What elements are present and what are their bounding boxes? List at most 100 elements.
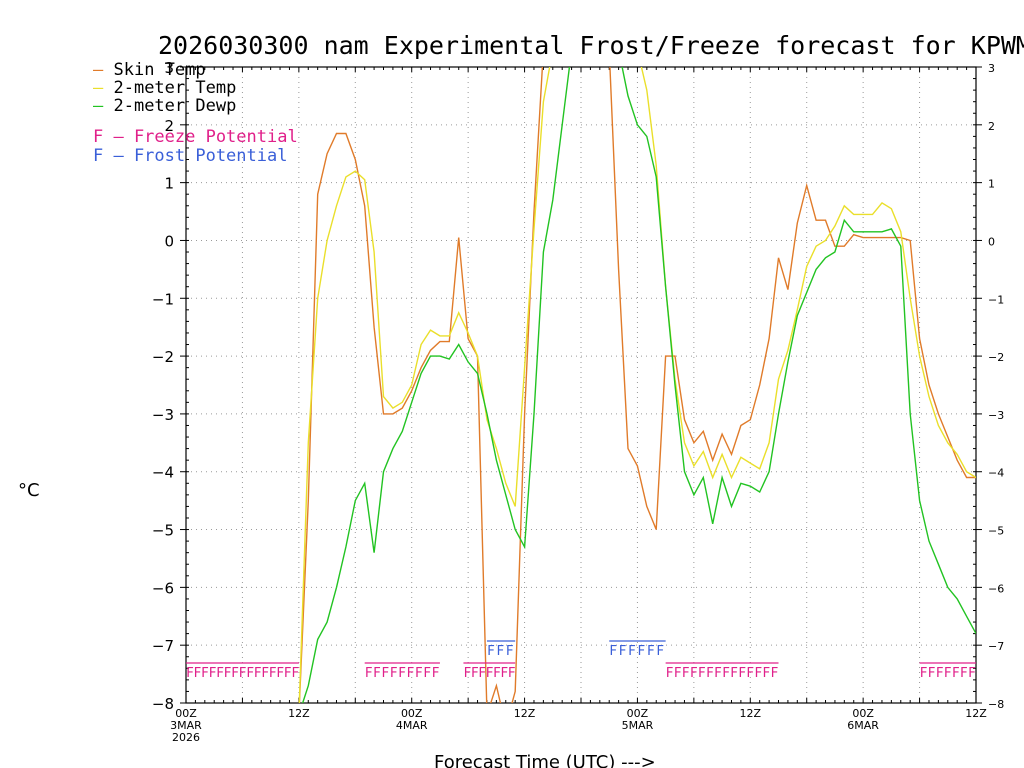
y-tick-label-right: −3 (988, 409, 1004, 422)
freeze-flag-letter: F (390, 666, 398, 681)
x-tick-label: 3MAR (170, 719, 202, 732)
x-axis-label: Forecast Time (UTC) ---> (434, 752, 656, 768)
x-tick-label: 00Z (175, 707, 197, 720)
x-tick-label: 5MAR (622, 719, 654, 732)
freeze-flag-letter: F (216, 666, 224, 681)
freeze-flag-letter: F (381, 666, 389, 681)
legend-frost-text: F – Frost Potential (93, 146, 287, 166)
y-axis-label: °C (18, 480, 40, 501)
freeze-flag-letter: F (666, 666, 674, 681)
y-tick-label-left: −5 (152, 522, 174, 540)
freeze-flag-letter: F (722, 666, 730, 681)
x-tick-label: 00Z (401, 707, 423, 720)
freeze-flag-letter: F (674, 666, 682, 681)
freeze-flag-letter: F (398, 666, 406, 681)
x-tick-label: 12Z (740, 707, 762, 720)
legend-frost-label: F – Frost Potential (93, 146, 287, 166)
freeze-flag-letter: F (269, 666, 277, 681)
legend-item: — 2-meter Dewp (93, 96, 236, 116)
legend-freeze-text: F – Freeze Potential (93, 127, 298, 147)
x-tick-label: 12Z (965, 707, 987, 720)
y-tick-label-left: −6 (152, 579, 174, 597)
freeze-flag-letter: F (194, 666, 202, 681)
frost-flag-letter: F (609, 644, 617, 659)
frost-flag-letter: F (637, 644, 645, 659)
freeze-flag-letter: F (261, 666, 269, 681)
freeze-flag-letter: F (231, 666, 239, 681)
frost-flag-letter: F (496, 644, 504, 659)
x-tick-label: 00Z (852, 707, 874, 720)
freeze-flag-letter: F (952, 666, 960, 681)
freeze-flag-letter: F (746, 666, 754, 681)
freeze-flag-letter: F (373, 666, 381, 681)
series-lines (298, 67, 976, 703)
frost-flag-letter: F (487, 644, 495, 659)
y-tick-label-right: 0 (988, 235, 995, 248)
freeze-flag-letter: F (186, 666, 194, 681)
frost-flag-letter: F (647, 644, 655, 659)
y-tick-label-left: 2 (164, 117, 174, 135)
freeze-flag-letter: F (754, 666, 762, 681)
y-tick-label-right: 3 (988, 62, 995, 75)
freeze-flag-letter: F (968, 666, 976, 681)
freeze-flag-letter: F (432, 666, 440, 681)
y-tick-label-right: −6 (988, 582, 1004, 595)
freeze-flag-letter: F (224, 666, 232, 681)
x-tick-label: 12Z (288, 707, 310, 720)
legend-item-label: Skin Temp (113, 60, 205, 80)
y-tick-label-right: −8 (988, 698, 1004, 711)
legend-item-label: 2-meter Dewp (113, 96, 236, 116)
freeze-flag-letter: F (690, 666, 698, 681)
freeze-flag-letter: F (508, 666, 516, 681)
freeze-flag-letter: F (486, 666, 494, 681)
grid-lines (186, 67, 976, 703)
y-tick-label-right: −5 (988, 525, 1004, 538)
freeze-flag-letter: F (714, 666, 722, 681)
x-tick-label: 12Z (514, 707, 536, 720)
legend-freeze-label: F – Freeze Potential (93, 127, 298, 147)
y-tick-label-left: −4 (152, 464, 174, 482)
y-tick-label-left: 3 (164, 59, 174, 77)
y-tick-label-left: −7 (152, 637, 174, 655)
x-tick-label: 00Z (627, 707, 649, 720)
freeze-flag-letter: F (463, 666, 471, 681)
freeze-flag-letter: F (936, 666, 944, 681)
freeze-flag-letter: F (254, 666, 262, 681)
series-line-skin-temp (298, 67, 976, 703)
freeze-flag-letter: F (415, 666, 423, 681)
y-tick-label-right: −7 (988, 640, 1004, 653)
freeze-flag-letter: F (762, 666, 770, 681)
legend-item-label: 2-meter Temp (113, 78, 236, 98)
freeze-flag-letter: F (478, 666, 486, 681)
freeze-flag-letter: F (682, 666, 690, 681)
legend-item: — Skin Temp (93, 60, 206, 80)
freeze-flag-letter: F (365, 666, 373, 681)
freeze-flag-letter: F (738, 666, 746, 681)
legend: F – Freeze Potential F – Frost Potential… (93, 60, 298, 166)
freeze-flag-letter: F (706, 666, 714, 681)
axis-ticks: −8 −8 −7 −7 −6 −6 −5 −5 −4 −4 −3 −3 −2 −2 −1 −1 0 0 1 1 2 2 3 3… (152, 59, 1004, 744)
frost-flag-letter: F (619, 644, 627, 659)
freeze-flag-letter: F (406, 666, 414, 681)
y-tick-label-left: 0 (164, 232, 174, 250)
freeze-flag-letter: F (209, 666, 217, 681)
freeze-flag-letter: F (770, 666, 778, 681)
freeze-flag-letter: F (500, 666, 508, 681)
y-tick-label-right: −4 (988, 467, 1004, 480)
freeze-flag-letter: F (730, 666, 738, 681)
series-line-2-meter-dewp (301, 67, 976, 703)
freeze-flag-letter: F (423, 666, 431, 681)
freeze-flag-letter: F (960, 666, 968, 681)
y-tick-label-right: −1 (988, 293, 1004, 306)
freeze-flag-letter: F (493, 666, 501, 681)
frost-flag-letter: F (506, 644, 514, 659)
x-tick-label: 4MAR (396, 719, 428, 732)
freeze-flag-letter: F (471, 666, 479, 681)
y-tick-label-right: 2 (988, 120, 995, 133)
y-tick-label-right: 1 (988, 178, 995, 191)
x-tick-label: 2026 (172, 731, 200, 744)
freeze-flag-letter: F (944, 666, 952, 681)
y-tick-label-left: −3 (152, 406, 174, 424)
freeze-flag-letter: F (246, 666, 254, 681)
